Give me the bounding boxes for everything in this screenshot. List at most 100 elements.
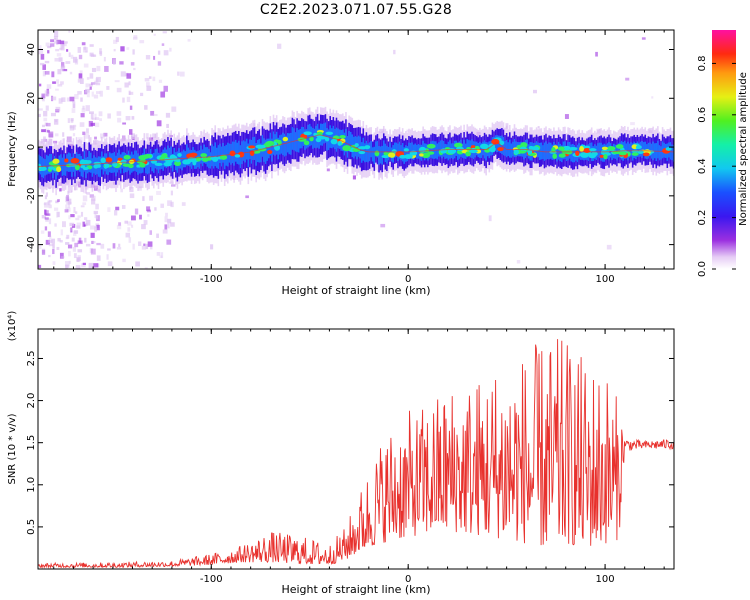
spectrogram-noise-cell — [90, 225, 95, 230]
spectrogram-noise-cell — [89, 52, 94, 57]
y-tick-label: -40 — [26, 236, 37, 252]
spectrogram-band-core — [508, 139, 511, 158]
spectrogram-noise-cell — [145, 55, 151, 60]
spectrogram-noise-cell — [79, 78, 84, 84]
spectrogram-noise-cell — [167, 200, 172, 206]
spectrogram-noise-cell — [88, 120, 93, 127]
spectrogram-noise-cell — [143, 243, 146, 247]
spectrogram-peak — [163, 161, 172, 167]
spectrogram-noise-cell — [116, 224, 122, 230]
spectrogram-noise-cell — [44, 217, 49, 220]
spectrogram-noise-cell — [516, 260, 521, 264]
spectrogram-noise-cell — [163, 85, 168, 92]
chart-title: C2E2.2023.071.07.55.G28 — [259, 2, 453, 18]
spectrogram-noise-cell — [92, 267, 96, 269]
spectrogram-noise-cell — [62, 68, 68, 72]
spectrogram-noise-cell — [41, 215, 47, 219]
spectrogram-band-core — [639, 141, 642, 157]
spectrogram-noise-cell — [65, 236, 69, 240]
spectrogram-noise-cell — [79, 70, 83, 74]
spectrogram-noise-cell — [74, 242, 79, 248]
colorbar-tick-label: 0.6 — [697, 107, 708, 123]
spectrogram-noise-cell — [95, 76, 101, 83]
spectrogram-band-core — [557, 141, 560, 160]
spectrogram-band-core — [526, 139, 528, 157]
spectrogram-band-core — [642, 142, 645, 156]
spectrogram-noise-cell — [82, 221, 85, 227]
spectrogram-noise-cell — [141, 245, 147, 250]
spectrogram-noise-cell — [69, 125, 75, 131]
spectrogram-noise-cell — [61, 62, 65, 68]
spectrogram-peak — [189, 152, 198, 157]
spectrogram-peak — [177, 152, 182, 157]
spectrogram-noise-cell — [96, 91, 101, 94]
spectrogram-noise-cell — [41, 249, 46, 255]
spectrogram-noise-cell — [46, 130, 50, 133]
spectrogram-noise-cell — [406, 129, 409, 133]
spectrogram-noise-cell — [93, 210, 99, 215]
spectrogram-noise-cell — [157, 50, 161, 55]
spectrogram-noise-cell — [380, 223, 386, 228]
spectrogram-peak — [56, 166, 62, 173]
spectrogram-noise-cell — [94, 140, 99, 145]
spectrogram-noise-cell — [113, 39, 118, 44]
spectrogram-peak — [200, 153, 208, 158]
spectrogram-band-core — [290, 132, 292, 155]
spectrogram-noise-cell — [43, 117, 48, 122]
spectrogram-noise-cell — [57, 69, 62, 75]
spectrogram-band-core — [502, 137, 505, 156]
spectrogram-noise-cell — [133, 37, 138, 40]
spectrogram-noise-cell — [50, 39, 55, 43]
spectrogram-band-core — [329, 125, 332, 148]
spectrogram-peak — [265, 140, 275, 147]
spectrogram-noise-cell — [44, 202, 49, 208]
spectrogram-band-core — [556, 144, 558, 162]
spectrogram-noise-cell — [62, 132, 65, 137]
spectrogram-peak — [154, 162, 163, 167]
spectrogram-noise-cell — [41, 129, 46, 133]
spectrogram-noise-cell — [96, 65, 101, 72]
spectrogram-peak — [466, 146, 471, 151]
spectrogram-noise-cell — [100, 133, 105, 139]
spectrogram-noise-cell — [129, 105, 133, 110]
spectrogram-noise-cell — [75, 211, 78, 214]
spectrogram-noise-cell — [132, 49, 135, 55]
spectrogram-band-core — [373, 146, 376, 164]
spectrogram-noise-cell — [59, 239, 63, 243]
spectrogram-noise-cell — [77, 47, 81, 53]
spectrogram-noise-cell — [95, 82, 101, 86]
spectrogram-noise-cell — [144, 267, 148, 269]
spectrogram-noise-cell — [352, 175, 356, 180]
spectrogram-y-label: Frequency (Hz) — [7, 111, 18, 187]
spectrogram-noise-cell — [91, 241, 96, 244]
spectrogram-peak — [337, 140, 342, 146]
spectrogram-noise-cell — [82, 195, 88, 202]
spectrogram-peak — [364, 145, 371, 150]
spectrogram-noise-cell — [43, 110, 48, 117]
spectrogram-peak — [358, 150, 366, 155]
spectrogram-noise-cell — [106, 254, 109, 260]
spectrogram-noise-cell — [537, 126, 540, 129]
spectrogram-peak — [234, 154, 241, 158]
spectrogram-noise-cell — [162, 31, 167, 34]
spectrogram-noise-cell — [138, 241, 142, 247]
spectrogram-noise-cell — [149, 230, 153, 235]
spectrogram-noise-cell — [117, 117, 122, 123]
spectrogram-noise-cell — [60, 229, 63, 236]
spectrogram-noise-cell — [52, 261, 56, 265]
spectrogram-noise-cell — [70, 119, 74, 123]
spectrogram-noise-cell — [94, 80, 97, 85]
spectrogram-noise-cell — [113, 59, 116, 65]
spectrogram-band-core — [291, 127, 294, 150]
spectrogram-band-core — [60, 154, 62, 171]
spectrogram-band-core — [638, 142, 640, 157]
spectrogram-noise-cell — [122, 122, 127, 125]
snr-y-multiplier: (x10⁴) — [7, 311, 18, 342]
spectrogram-peak — [631, 144, 638, 150]
spectrogram-band-core — [228, 143, 231, 163]
spectrogram-noise-cell — [83, 47, 88, 53]
spectrogram-noise-cell — [47, 45, 52, 49]
spectrogram-noise-cell — [45, 213, 51, 216]
spectrogram-noise-cell — [94, 212, 97, 218]
spectrogram-band-core — [617, 143, 620, 158]
